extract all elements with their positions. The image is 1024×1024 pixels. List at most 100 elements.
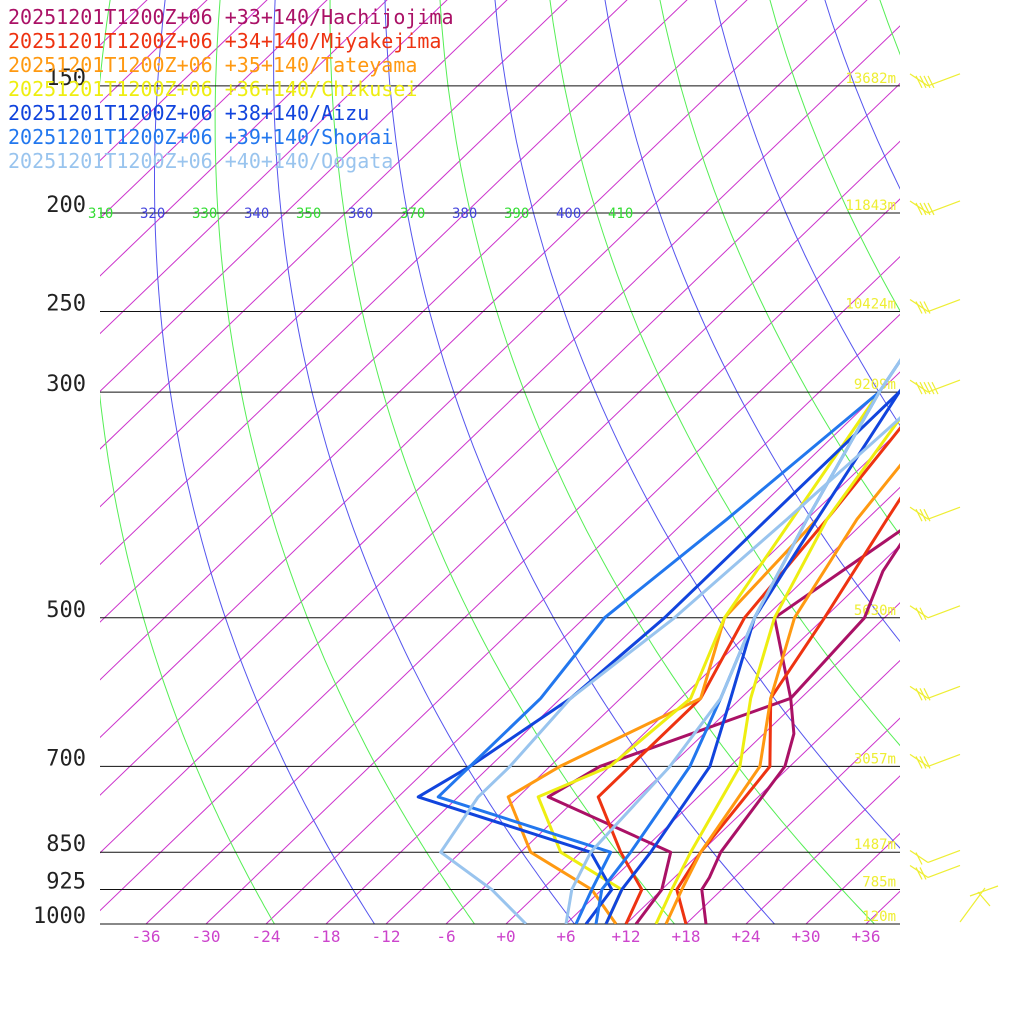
isotherm-line xyxy=(385,429,900,924)
dry-adiabat-line xyxy=(100,0,275,924)
legend-entry: 20251201T1200Z+06 +39+140/Shonai xyxy=(8,125,393,149)
pressure-label: 700 xyxy=(46,746,86,771)
wind-barb xyxy=(909,506,961,522)
dry-adiabat-line xyxy=(769,0,900,312)
wind-barb-staff xyxy=(909,753,929,767)
theta-label: 340 xyxy=(244,206,269,222)
isotherm-line xyxy=(565,602,900,924)
temperature-profile-3 xyxy=(664,463,900,924)
isotherm-line xyxy=(986,0,1024,924)
dewpoint-profile-7 xyxy=(439,416,900,924)
theta-label: 410 xyxy=(608,206,633,222)
wind-barb-shaft xyxy=(927,685,961,699)
theta-label: 330 xyxy=(192,206,217,222)
wind-barb-staff xyxy=(909,73,929,87)
wind-barb-flag xyxy=(919,301,927,314)
wind-barb-shaft xyxy=(927,849,961,864)
height-label: 10424m xyxy=(845,297,896,313)
wind-barb-flag xyxy=(915,867,923,880)
wind-barb-flag xyxy=(923,75,931,89)
wind-barb-flag xyxy=(915,508,923,522)
wind-barb-flag xyxy=(923,202,931,216)
dewpoint-profile-4 xyxy=(536,391,881,924)
legend-entry: 20251201T1200Z+06 +33+140/Hachijojima xyxy=(8,5,454,29)
wind-barb-shaft xyxy=(927,200,961,214)
theta-label: 400 xyxy=(556,206,581,222)
temperature-profile-5 xyxy=(604,388,900,924)
height-label: 5630m xyxy=(854,603,896,619)
wind-barb xyxy=(909,685,961,701)
wind-barb-surface xyxy=(959,885,999,923)
temperature-tick-label: -30 xyxy=(192,927,221,946)
pressure-label: 250 xyxy=(46,292,86,317)
pressure-label: 150 xyxy=(46,66,86,91)
wind-barb xyxy=(909,200,961,216)
wind-barb-flag xyxy=(923,381,931,395)
wind-barb-staff xyxy=(909,379,929,393)
wind-barb-flag xyxy=(915,607,923,621)
wind-barb-flag xyxy=(915,202,923,216)
dry-adiabat-line xyxy=(890,0,1024,924)
isotherm-line xyxy=(505,544,900,924)
wind-barb-flag xyxy=(919,607,927,621)
height-label: 120m xyxy=(862,909,896,925)
wind-barb-flag xyxy=(927,202,935,216)
dry-adiabat-line xyxy=(384,0,775,924)
dry-adiabat-line xyxy=(549,0,900,747)
temperature-profile-6 xyxy=(594,358,900,924)
height-label: 3057m xyxy=(854,751,896,767)
wind-barbs xyxy=(909,73,999,923)
wind-barb-shaft xyxy=(927,864,961,879)
isotherm-line xyxy=(265,313,900,924)
legend-entry: 20251201T1200Z+06 +40+140/Oogata xyxy=(8,149,393,173)
temperature-tick-label: +18 xyxy=(672,927,701,946)
theta-label: 310 xyxy=(88,206,113,222)
wind-barb-flag xyxy=(927,75,935,89)
dewpoint-profile-2 xyxy=(596,426,900,924)
wind-barb-flag xyxy=(915,852,923,865)
temperature-tick-label: -6 xyxy=(436,927,455,946)
wind-barb-flag xyxy=(977,891,991,907)
wind-barb-flag xyxy=(915,301,923,314)
theta-label: 390 xyxy=(504,206,529,222)
wind-barb-flag xyxy=(919,381,927,395)
wind-barb-staff xyxy=(909,849,929,863)
wind-barb-flag xyxy=(915,75,923,89)
pressure-label: 300 xyxy=(46,372,86,397)
wind-barb-staff xyxy=(909,864,929,878)
temperature-tick-label: -24 xyxy=(252,927,281,946)
isotherm-line xyxy=(445,486,900,924)
wind-barb-flag xyxy=(915,688,923,701)
dry-adiabat-line xyxy=(604,0,900,643)
wind-barb xyxy=(909,73,961,89)
dry-adiabat-line xyxy=(329,0,675,924)
pressure-label: 1000 xyxy=(33,904,86,929)
dry-adiabat-line xyxy=(154,0,375,924)
wind-barb xyxy=(909,753,961,769)
theta-label: 320 xyxy=(140,206,165,222)
wind-barb-flag xyxy=(919,688,927,701)
wind-barb-flag xyxy=(919,75,927,89)
wind-barb-flag xyxy=(931,381,939,395)
wind-barb-flag xyxy=(969,885,999,897)
wind-barb-flag xyxy=(927,381,935,395)
legend-entry: 20251201T1200Z+06 +34+140/Miyakejima xyxy=(8,29,441,53)
dry-adiabat-line xyxy=(659,0,900,536)
isotherm-line xyxy=(625,659,900,924)
theta-label: 360 xyxy=(348,206,373,222)
temperature-tick-label: +30 xyxy=(792,927,821,946)
dry-adiabat-line xyxy=(273,0,575,924)
height-label: 11843m xyxy=(845,198,896,214)
wind-barb-flag xyxy=(923,301,931,314)
sounding-profiles xyxy=(416,358,900,924)
height-label: 13682m xyxy=(845,71,896,87)
isobar-lines xyxy=(100,85,900,925)
wind-barb-shaft xyxy=(927,298,961,313)
dry-adiabat-line xyxy=(940,0,1024,924)
wind-barb xyxy=(909,849,961,865)
temperature-profile-1 xyxy=(700,542,900,924)
height-label: 1487m xyxy=(854,837,896,853)
theta-label: 370 xyxy=(400,206,425,222)
pressure-label: 200 xyxy=(46,193,86,218)
